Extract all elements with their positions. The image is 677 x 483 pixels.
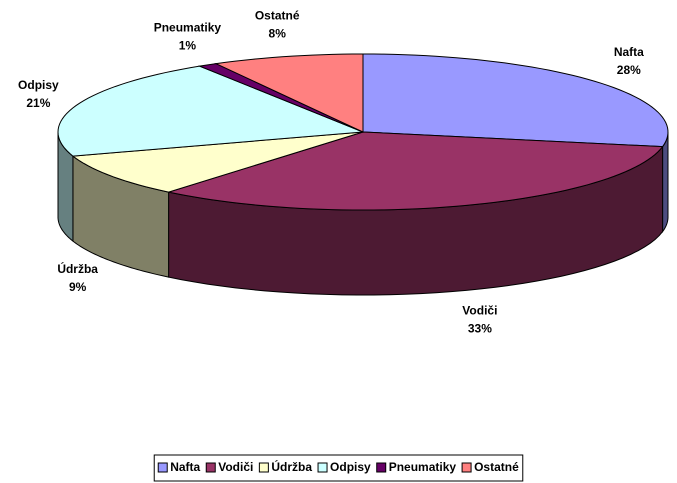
data-label-name: Údržba (57, 261, 98, 276)
data-label-value: 28% (617, 63, 641, 77)
legend-label: Údržba (271, 459, 312, 474)
legend-label: Odpisy (330, 460, 371, 474)
legend-swatch (461, 462, 472, 473)
legend-label: Vodiči (218, 460, 253, 474)
data-label-name: Ostatné (255, 9, 300, 23)
data-label-name: Vodiči (462, 304, 497, 318)
data-label-value: 21% (26, 96, 50, 110)
data-label-value: 1% (179, 38, 197, 52)
data-label-value: 8% (269, 27, 287, 41)
legend-swatch (157, 462, 168, 473)
pie-slice (168, 131, 664, 211)
data-label-value: 9% (69, 280, 87, 294)
data-label-name: Odpisy (18, 78, 59, 92)
legend-label: Nafta (170, 460, 200, 474)
pie-slice (71, 131, 364, 193)
data-label-value: 33% (468, 322, 492, 336)
legend-label: Ostatné (474, 460, 519, 474)
legend-swatch (258, 462, 269, 473)
legend-swatch (376, 462, 387, 473)
legend-label: Pneumatiky (389, 460, 457, 474)
legend-swatch (205, 462, 216, 473)
pie-slice (362, 53, 669, 148)
legend-swatch (317, 462, 328, 473)
pie-slice (57, 65, 364, 157)
data-label-name: Nafta (614, 45, 644, 59)
pie-slice (214, 53, 364, 133)
pie-slice-side (662, 131, 669, 234)
data-label-name: Pneumatiky (154, 20, 222, 34)
